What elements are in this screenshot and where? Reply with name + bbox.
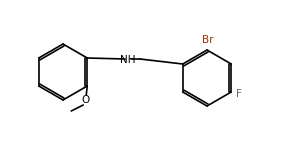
- Text: F: F: [236, 89, 242, 99]
- Text: NH: NH: [120, 55, 136, 65]
- Text: O: O: [81, 95, 89, 105]
- Text: Br: Br: [202, 35, 214, 45]
